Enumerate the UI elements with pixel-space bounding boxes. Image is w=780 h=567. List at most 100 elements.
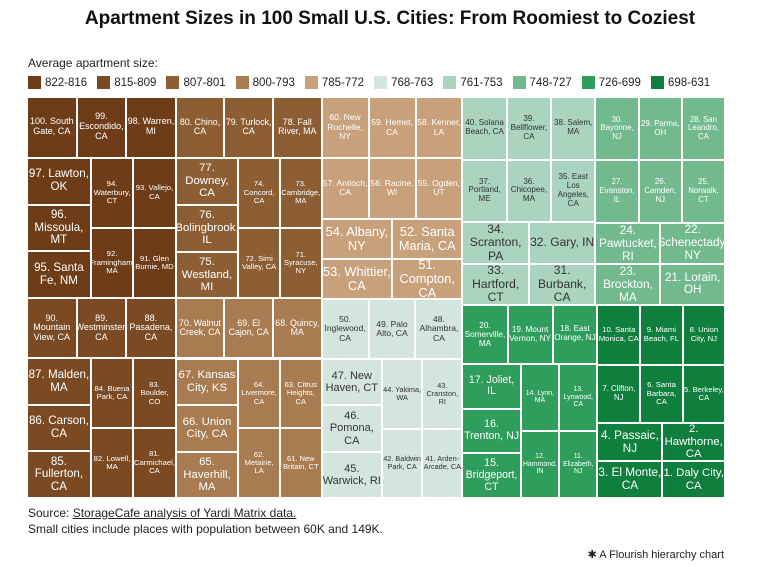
tile: 74. Concord, CA	[238, 157, 280, 229]
tile-label: 36. Chicopee, MA	[510, 176, 548, 204]
tile: 70. Walnut Creek, CA	[175, 298, 225, 359]
tile: 98. Warren, MI	[126, 97, 176, 158]
tile-label: 51. Compton, CA	[399, 259, 455, 300]
tile: 10. Santa Monica, CA	[597, 305, 641, 365]
legend-item: 768-763	[374, 76, 433, 89]
tile: 54. Albany, NY	[321, 218, 393, 260]
tile: 33. Hartford, CT	[462, 263, 529, 306]
tile: 5. Berkeley, CA	[682, 364, 725, 424]
legend-swatch	[304, 76, 318, 89]
tile-label: 96. Missoula, MT	[34, 207, 84, 247]
tile: 63. Citrus Heights, CA	[279, 358, 322, 429]
legend-swatch	[28, 76, 41, 89]
legend-item: 785-772	[304, 76, 364, 89]
tile-label: 60. New Rochelle, NY	[327, 112, 363, 142]
tile: 1. Daly City, CA	[662, 461, 725, 498]
legend-item: 822-816	[28, 76, 87, 89]
tile: 7. Clifton, NJ	[597, 364, 641, 424]
tile-label: 93. Vallejo, CA	[135, 183, 174, 201]
tile: 52. Santa Maria, CA	[392, 218, 463, 260]
tile-label: 27. Evanston, IL	[599, 177, 635, 204]
tile-label: 94. Waterbury, CT	[93, 179, 131, 206]
tile-label: 23. Brockton, MA	[602, 263, 653, 304]
tile: 16. Trenton, NJ	[462, 408, 521, 454]
tile-label: 61. New Britain, CT	[282, 453, 319, 472]
note: Small cities include places with populat…	[28, 522, 383, 536]
tile-label: 22. Schenectady, NY	[660, 222, 725, 262]
tile: 27. Evanston, IL	[595, 160, 639, 223]
source-prefix: Source:	[28, 506, 70, 520]
tile: 18. East Orange, NJ	[552, 305, 598, 364]
tile-label: 76. Bolingbrook, IL	[175, 209, 239, 247]
tile: 55. Ogden, UT	[415, 158, 463, 219]
tile-label: 35. East Los Angeles, CA	[557, 172, 589, 208]
tile-label: 66. Union City, CA	[182, 415, 232, 441]
tile: 99. Escondido, CA	[76, 97, 127, 158]
tile-label: 59. Hemet, CA	[371, 117, 413, 137]
tile: 19. Mount Vernon, NY	[507, 305, 553, 364]
tile: 21. Lorain, OH	[660, 263, 725, 306]
tile-label: 16. Trenton, NJ	[464, 418, 520, 443]
tile: 85. Fullerton, CA	[27, 451, 91, 498]
tile-label: 85. Fullerton, CA	[34, 454, 84, 494]
tile-label: 83. Boulder, CO	[140, 379, 169, 406]
legend-label: 748-727	[529, 76, 572, 89]
tile: 48. Alhambra, CA	[415, 299, 463, 359]
tile-label: 89. Westminster, CA	[76, 312, 127, 343]
tile-label: 26. Camden, NJ	[644, 177, 677, 204]
tile-label: 48. Alhambra, CA	[419, 314, 459, 343]
tile: 49. Palo Alto, CA	[368, 299, 416, 359]
tile-label: 80. Chino, CA	[179, 116, 221, 137]
tile: 59. Hemet, CA	[368, 97, 416, 159]
credit-text: A Flourish hierarchy chart	[599, 549, 724, 561]
tile: 37. Portland, ME	[462, 159, 507, 223]
tile: 87. Malden, MA	[27, 358, 91, 405]
tile: 58. Kenner, LA	[415, 97, 463, 159]
tile-label: 38. Salem, MA	[554, 118, 593, 137]
tile: 3. El Monte, CA	[597, 460, 663, 498]
tile: 68. Quincy, MA	[273, 298, 322, 359]
legend-swatch	[97, 76, 111, 89]
tile-label: 52. Santa Maria, CA	[398, 223, 456, 253]
tile: 95. Santa Fe, NM	[27, 251, 91, 299]
tile: 50. Inglewood, CA	[321, 299, 369, 359]
tile-label: 84. Buena Park, CA	[94, 383, 130, 402]
tile: 44. Yakima, WA	[382, 358, 423, 429]
tile: 45. Warwick, RI	[321, 451, 382, 498]
legend-swatch	[650, 76, 664, 89]
source-link[interactable]: StorageCafe analysis of Yardi Matrix dat…	[72, 506, 297, 520]
tile-label: 2. Hawthorne, CA	[664, 423, 723, 461]
tile: 20. Somerville, MA	[462, 305, 508, 364]
tile-label: 8. Union City, NJ	[689, 325, 719, 343]
tile-label: 73. Cambridge, MA	[281, 179, 321, 205]
tile-label: 78. Fall River, MA	[278, 116, 317, 137]
tile: 64. Livermore, CA	[238, 358, 280, 429]
tile: 51. Compton, CA	[392, 259, 463, 300]
tile: 53. Whittier, CA	[321, 259, 393, 300]
tile: 83. Boulder, CO	[133, 358, 176, 429]
tile-label: 65. Haverhill, MA	[183, 455, 231, 494]
legend-item: 800-793	[235, 76, 295, 89]
legend-swatch	[235, 76, 249, 89]
tile-label: 34. Scranton, PA	[469, 222, 522, 263]
tile: 17. Joliet, IL	[462, 363, 521, 409]
tile-label: 17. Joliet, IL	[468, 373, 515, 398]
tile-label: 69. El Cajon, CA	[228, 317, 269, 338]
legend-title: Average apartment size:	[28, 56, 158, 70]
tile-label: 15. Bridgeport, CT	[465, 457, 518, 493]
legend-label: 768-763	[391, 76, 434, 89]
tile: 84. Buena Park, CA	[90, 358, 134, 429]
tile-label: 41. Arden-Arcade, CA	[423, 454, 461, 472]
tile-label: 90. Mountain View, CA	[33, 312, 71, 343]
tile: 81. Carmichael, CA	[133, 428, 176, 498]
tile: 76. Bolingbrook, IL	[175, 204, 239, 252]
tile-label: 95. Santa Fe, NM	[34, 261, 84, 287]
tile-label: 99. Escondido, CA	[79, 111, 124, 142]
tile-label: 33. Hartford, CT	[472, 263, 520, 304]
tile-label: 50. Inglewood, CA	[324, 314, 366, 343]
legend-item: 761-753	[443, 76, 503, 89]
tile-label: 88. Pasadena, CA	[129, 312, 173, 343]
tile: 71. Syracuse, NY	[279, 228, 322, 299]
tile: 56. Racine, WI	[368, 158, 416, 219]
tile: 69. El Cajon, CA	[224, 298, 273, 359]
